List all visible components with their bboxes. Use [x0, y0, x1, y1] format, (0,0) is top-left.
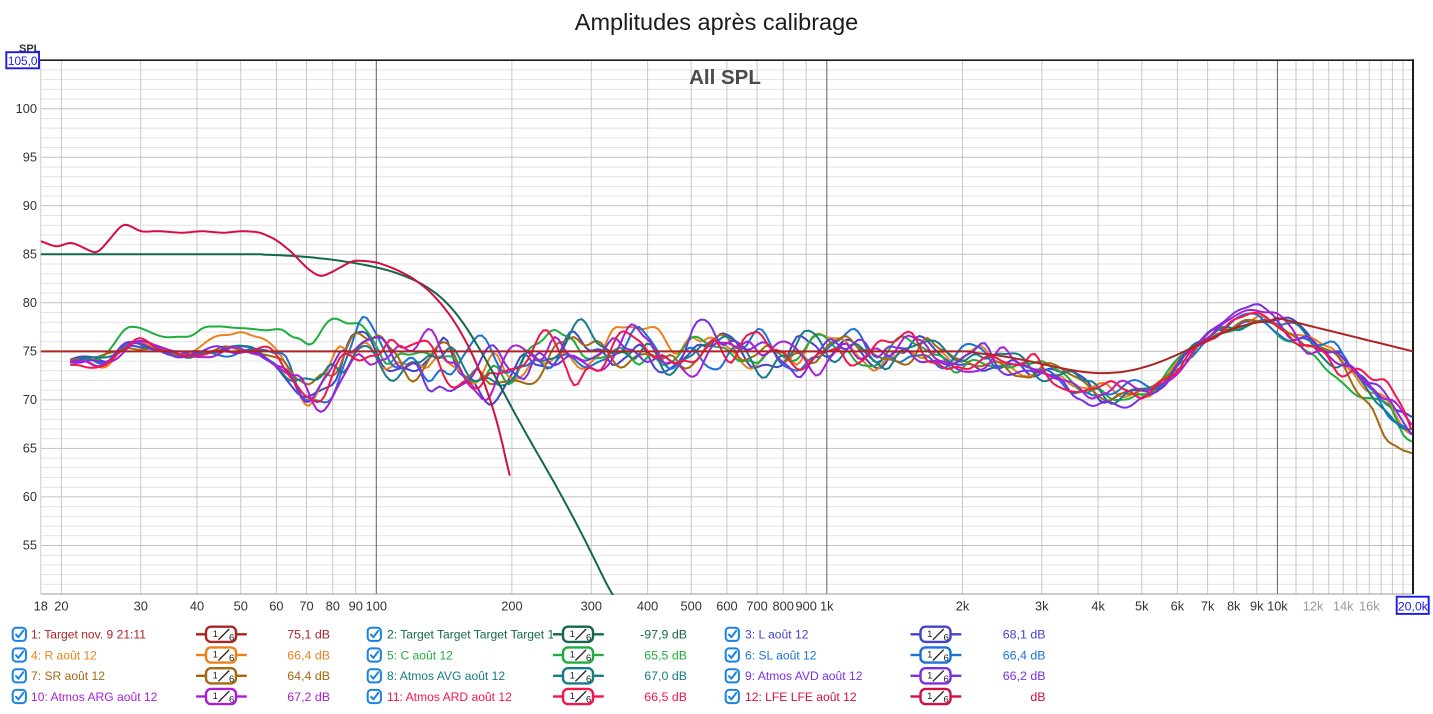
svg-text:20: 20	[54, 599, 68, 614]
svg-text:3: L août 12: 3: L août 12	[745, 628, 809, 642]
svg-text:1: 1	[213, 629, 218, 640]
svg-text:90: 90	[23, 198, 37, 213]
svg-text:6: 6	[229, 695, 234, 706]
svg-text:400: 400	[637, 599, 658, 614]
svg-text:1: 1	[570, 629, 575, 640]
svg-text:1: 1	[213, 670, 218, 681]
svg-text:75,1 dB: 75,1 dB	[287, 628, 330, 642]
svg-text:95: 95	[23, 150, 37, 165]
svg-text:8: Atmos AVG août 12: 8: Atmos AVG août 12	[387, 669, 505, 683]
svg-text:12: LFE LFE août 12: 12: LFE LFE août 12	[745, 690, 857, 704]
svg-text:66,2 dB: 66,2 dB	[1003, 669, 1046, 683]
svg-text:1: 1	[570, 650, 575, 661]
svg-text:60: 60	[269, 599, 283, 614]
svg-text:40: 40	[190, 599, 204, 614]
svg-text:65,5 dB: 65,5 dB	[644, 648, 687, 662]
svg-text:6k: 6k	[1171, 599, 1185, 614]
svg-text:1: 1	[213, 691, 218, 702]
svg-text:200: 200	[501, 599, 522, 614]
svg-text:6: 6	[586, 633, 591, 644]
svg-text:5: C août 12: 5: C août 12	[387, 648, 453, 662]
svg-text:6: 6	[586, 653, 591, 664]
svg-text:75: 75	[23, 344, 37, 359]
svg-text:dB: dB	[1030, 690, 1045, 704]
svg-text:300: 300	[581, 599, 602, 614]
svg-text:6: 6	[943, 695, 948, 706]
svg-text:30: 30	[134, 599, 148, 614]
svg-text:11: Atmos ARD août 12: 11: Atmos ARD août 12	[387, 690, 512, 704]
svg-text:600: 600	[716, 599, 737, 614]
svg-text:1k: 1k	[820, 599, 834, 614]
svg-text:1: 1	[570, 691, 575, 702]
svg-text:68,1 dB: 68,1 dB	[1003, 628, 1046, 642]
svg-text:20,0k: 20,0k	[1398, 600, 1429, 614]
svg-text:1: 1	[213, 650, 218, 661]
svg-text:2k: 2k	[956, 599, 970, 614]
svg-text:80: 80	[23, 295, 37, 310]
svg-text:64,4 dB: 64,4 dB	[287, 669, 330, 683]
svg-text:6: 6	[229, 653, 234, 664]
svg-text:3k: 3k	[1035, 599, 1049, 614]
svg-text:1: 1	[927, 650, 932, 661]
svg-text:9: Atmos AVD août 12: 9: Atmos AVD août 12	[745, 669, 863, 683]
svg-text:50: 50	[234, 599, 248, 614]
svg-text:10k: 10k	[1267, 599, 1288, 614]
svg-text:1: 1	[927, 691, 932, 702]
svg-text:6: 6	[943, 633, 948, 644]
svg-text:6: 6	[229, 633, 234, 644]
svg-text:66,5 dB: 66,5 dB	[644, 690, 687, 704]
svg-text:67,0 dB: 67,0 dB	[644, 669, 687, 683]
svg-text:66,4 dB: 66,4 dB	[1003, 648, 1046, 662]
svg-text:6: 6	[586, 674, 591, 685]
svg-text:65: 65	[23, 441, 37, 456]
svg-text:5k: 5k	[1135, 599, 1149, 614]
svg-text:1: 1	[927, 670, 932, 681]
svg-text:1: 1	[570, 670, 575, 681]
svg-text:-97,9 dB: -97,9 dB	[640, 628, 687, 642]
svg-text:100: 100	[16, 101, 37, 116]
svg-text:6: 6	[943, 653, 948, 664]
svg-text:70: 70	[23, 392, 37, 407]
svg-text:55: 55	[23, 538, 37, 553]
svg-text:7: SR août 12: 7: SR août 12	[31, 669, 105, 683]
svg-text:6: 6	[943, 674, 948, 685]
svg-text:85: 85	[23, 247, 37, 262]
svg-text:66,4 dB: 66,4 dB	[287, 648, 330, 662]
svg-text:10: Atmos ARG août 12: 10: Atmos ARG août 12	[31, 690, 158, 704]
svg-text:16k: 16k	[1359, 599, 1380, 614]
svg-text:1: Target nov. 9 21:11: 1: Target nov. 9 21:11	[31, 628, 146, 642]
svg-text:90: 90	[349, 599, 363, 614]
svg-text:12k: 12k	[1303, 599, 1324, 614]
svg-text:6: 6	[229, 674, 234, 685]
svg-text:900: 900	[796, 599, 817, 614]
svg-text:700: 700	[746, 599, 767, 614]
svg-text:18: 18	[34, 599, 48, 614]
svg-text:14k: 14k	[1333, 599, 1354, 614]
svg-text:2: Target Target Target Target: 2: Target Target Target Target 1	[387, 628, 554, 642]
svg-text:7k: 7k	[1201, 599, 1215, 614]
svg-text:4k: 4k	[1091, 599, 1105, 614]
svg-text:105,0: 105,0	[8, 54, 38, 68]
svg-text:8k: 8k	[1227, 599, 1241, 614]
svg-text:All SPL: All SPL	[689, 66, 761, 89]
svg-text:6: 6	[586, 695, 591, 706]
svg-text:800: 800	[773, 599, 794, 614]
svg-text:9k: 9k	[1250, 599, 1264, 614]
svg-text:67,2 dB: 67,2 dB	[287, 690, 330, 704]
svg-text:6: SL août 12: 6: SL août 12	[745, 648, 817, 662]
svg-text:4: R août 12: 4: R août 12	[31, 648, 97, 662]
svg-text:70: 70	[299, 599, 313, 614]
svg-text:80: 80	[326, 599, 340, 614]
svg-text:60: 60	[23, 489, 37, 504]
svg-text:100: 100	[366, 599, 387, 614]
svg-text:500: 500	[681, 599, 702, 614]
svg-text:1: 1	[927, 629, 932, 640]
